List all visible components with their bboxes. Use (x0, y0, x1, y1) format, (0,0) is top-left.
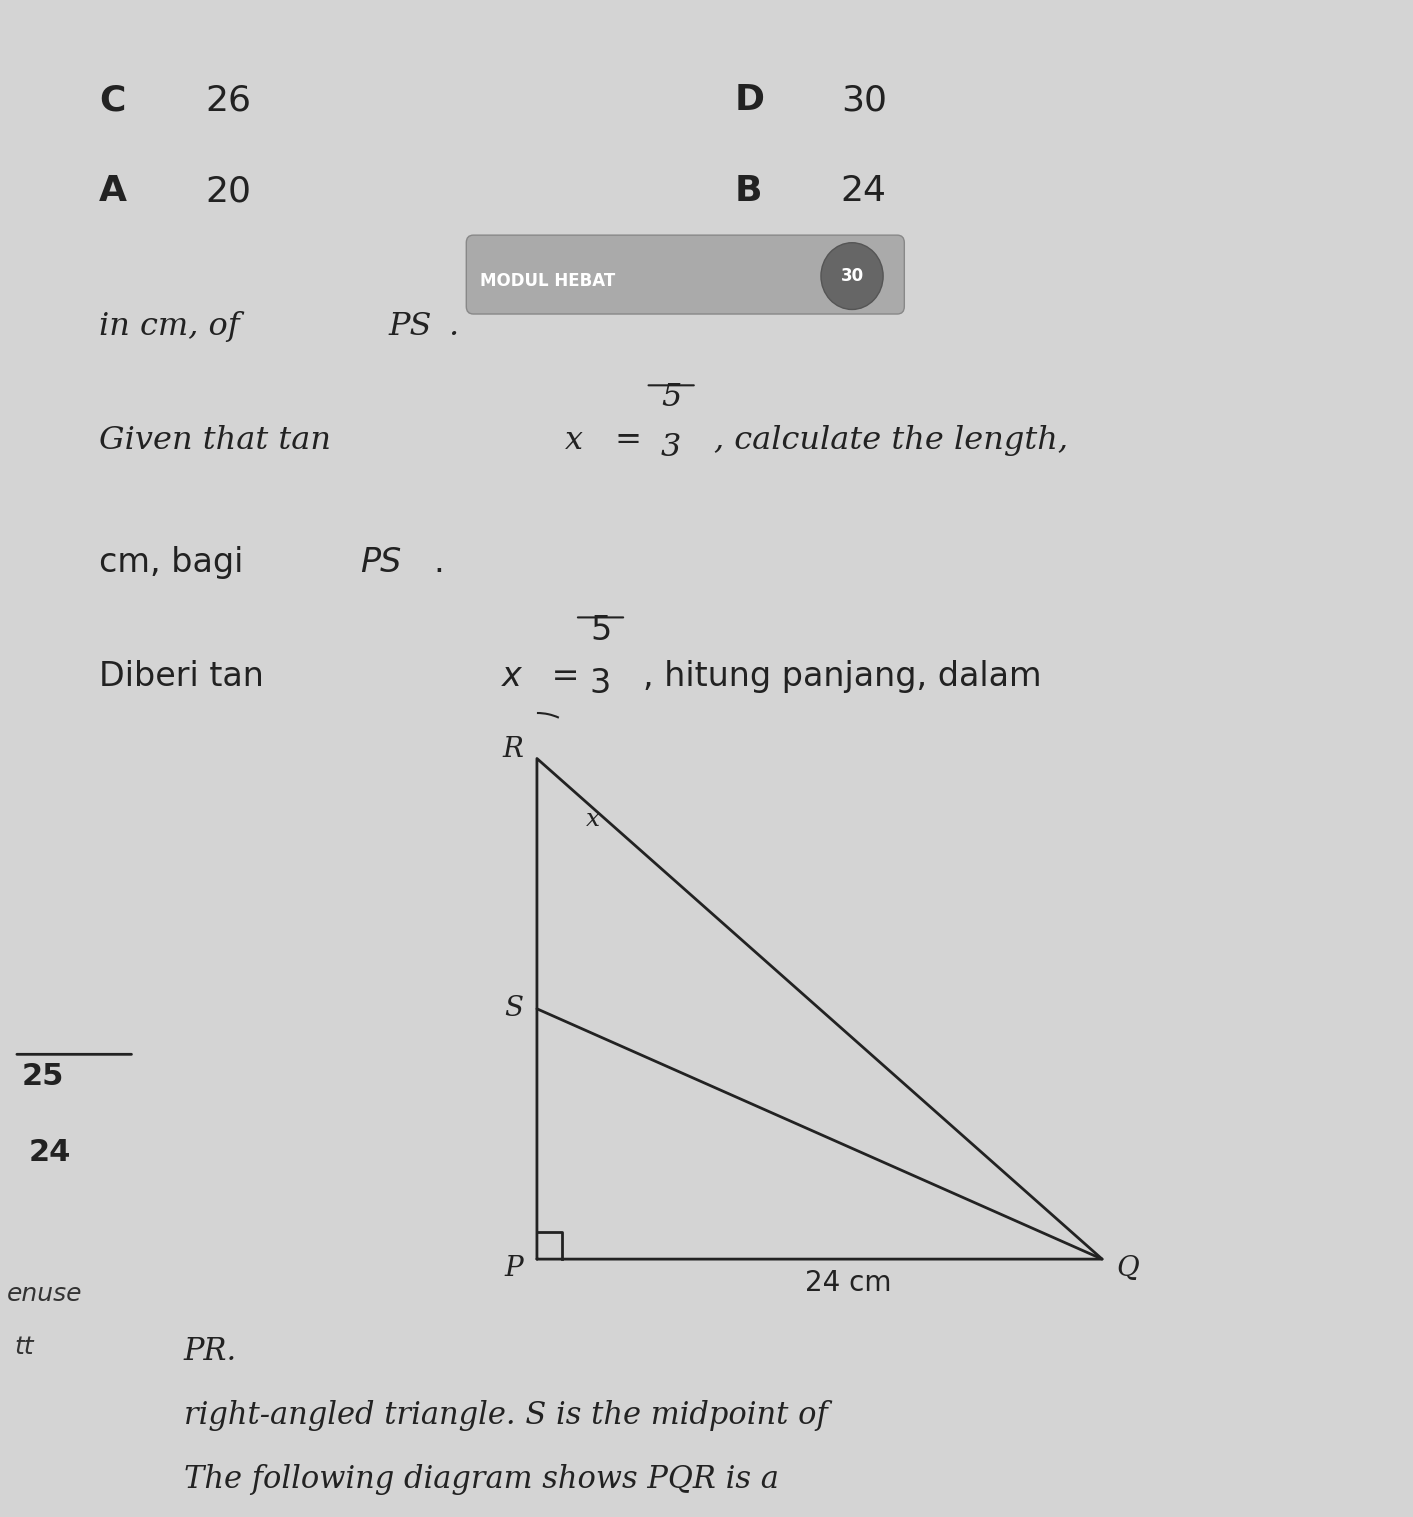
Text: =: = (605, 425, 651, 455)
Text: C: C (99, 83, 126, 117)
Text: MODUL HEBAT: MODUL HEBAT (480, 272, 616, 290)
Text: Diberi tan: Diberi tan (99, 660, 274, 693)
Text: x: x (565, 425, 584, 455)
Text: enuse: enuse (7, 1282, 82, 1306)
Text: x: x (586, 807, 601, 831)
Text: PR.: PR. (184, 1336, 237, 1367)
Text: B: B (735, 174, 762, 208)
Text: 26: 26 (205, 83, 252, 117)
Text: 30: 30 (841, 83, 887, 117)
Text: 25: 25 (21, 1062, 64, 1091)
Text: Q: Q (1116, 1255, 1139, 1282)
Text: R: R (502, 736, 523, 763)
Text: 20: 20 (205, 174, 252, 208)
Text: , calculate the length,: , calculate the length, (714, 425, 1068, 455)
Text: 30: 30 (841, 267, 863, 285)
Text: .: . (449, 311, 469, 341)
Text: 3: 3 (661, 432, 681, 463)
Text: D: D (735, 83, 764, 117)
Text: 5: 5 (589, 614, 612, 648)
Text: 24: 24 (841, 174, 887, 208)
Text: cm, bagi: cm, bagi (99, 546, 254, 579)
Text: .: . (434, 546, 445, 579)
Text: Given that tan: Given that tan (99, 425, 341, 455)
Text: 24: 24 (28, 1138, 71, 1167)
Text: right-angled triangle. S is the midpoint of: right-angled triangle. S is the midpoint… (184, 1400, 828, 1431)
Text: tt: tt (14, 1335, 34, 1359)
Text: =: = (541, 660, 591, 693)
Text: x: x (502, 660, 521, 693)
Text: 5: 5 (661, 382, 681, 413)
Text: 3: 3 (589, 667, 612, 701)
Text: PS: PS (389, 311, 432, 341)
Text: The following diagram shows PQR is a: The following diagram shows PQR is a (184, 1464, 779, 1494)
Text: S: S (504, 995, 523, 1022)
Text: 24 cm: 24 cm (804, 1270, 892, 1297)
Text: PS: PS (360, 546, 401, 579)
Text: in cm, of: in cm, of (99, 311, 250, 341)
Text: , hitung panjang, dalam: , hitung panjang, dalam (643, 660, 1041, 693)
Circle shape (821, 243, 883, 309)
Text: P: P (504, 1255, 523, 1282)
Text: A: A (99, 174, 127, 208)
FancyBboxPatch shape (466, 235, 904, 314)
